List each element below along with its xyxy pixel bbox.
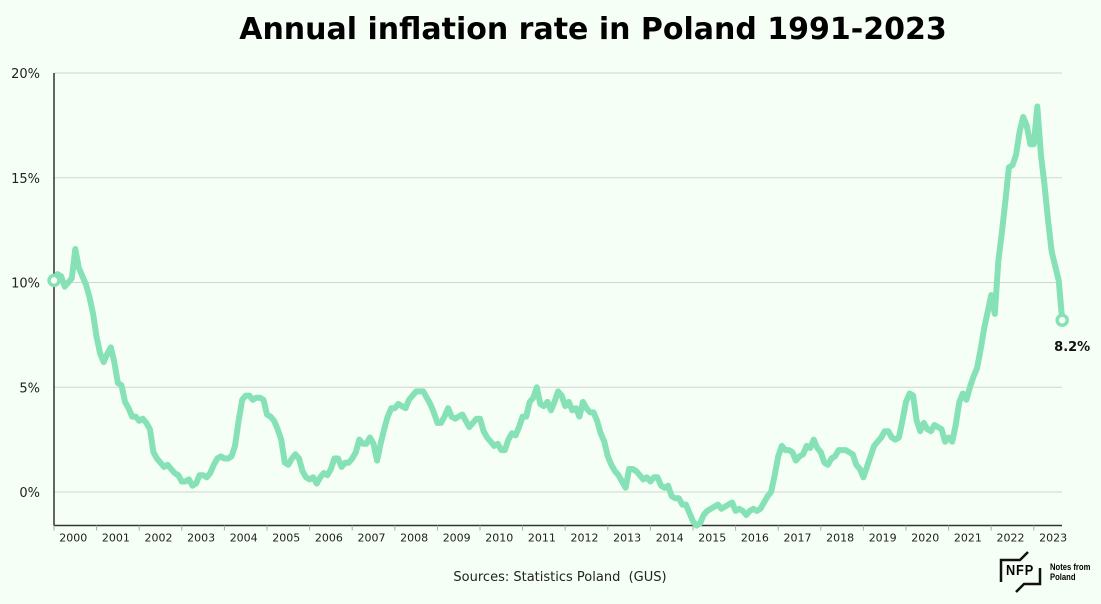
x-tick-label: 2006 bbox=[315, 532, 343, 545]
x-tick-label: 2015 bbox=[698, 532, 726, 545]
x-tick-label: 2023 bbox=[1039, 532, 1067, 545]
x-tick-label: 2008 bbox=[400, 532, 428, 545]
x-tick-label: 2013 bbox=[613, 532, 641, 545]
x-tick-label: 2019 bbox=[869, 532, 897, 545]
x-tick-label: 2022 bbox=[997, 532, 1025, 545]
chart-title: Annual inflation rate in Poland 1991-202… bbox=[239, 12, 947, 47]
x-tick-label: 2016 bbox=[741, 532, 769, 545]
nfp-logo: NFP Notes from Poland bbox=[998, 548, 1098, 596]
start-point-marker bbox=[47, 273, 61, 288]
x-tick-label: 2004 bbox=[230, 532, 258, 545]
x-tick-label: 2021 bbox=[954, 532, 982, 545]
y-tick-label: 10% bbox=[11, 277, 40, 292]
source-note: Sources: Statistics Poland (GUS) bbox=[453, 570, 667, 585]
logo-frame-icon bbox=[999, 551, 1042, 593]
x-tick-label: 2017 bbox=[784, 532, 812, 545]
x-tick-label: 2003 bbox=[187, 532, 215, 545]
end-value-label: 8.2% bbox=[1054, 340, 1090, 355]
inflation-series-line bbox=[51, 103, 1066, 529]
x-tick-label: 2001 bbox=[102, 532, 130, 545]
x-tick-label: 2000 bbox=[59, 532, 87, 545]
x-tick-label: 2012 bbox=[571, 532, 599, 545]
x-tick-label: 2010 bbox=[485, 532, 513, 545]
y-tick-label: 0% bbox=[19, 486, 40, 501]
x-tick-label: 2005 bbox=[272, 532, 300, 545]
x-tick-label: 2014 bbox=[656, 532, 684, 545]
x-tick-label: 2002 bbox=[145, 532, 173, 545]
y-tick-label: 20% bbox=[11, 67, 40, 82]
x-tick-label: 2009 bbox=[443, 532, 471, 545]
x-tick-label: 2018 bbox=[826, 532, 854, 545]
end-point-marker bbox=[1055, 313, 1069, 327]
x-tick-label: 2011 bbox=[528, 532, 556, 545]
logo-mark: NFP bbox=[1006, 562, 1035, 579]
logo-text: Notes from Poland bbox=[1050, 562, 1091, 582]
y-tick-label: 15% bbox=[11, 172, 40, 187]
y-tick-label: 5% bbox=[19, 381, 40, 396]
x-tick-label: 2020 bbox=[911, 532, 939, 545]
x-tick-label: 2007 bbox=[358, 532, 386, 545]
